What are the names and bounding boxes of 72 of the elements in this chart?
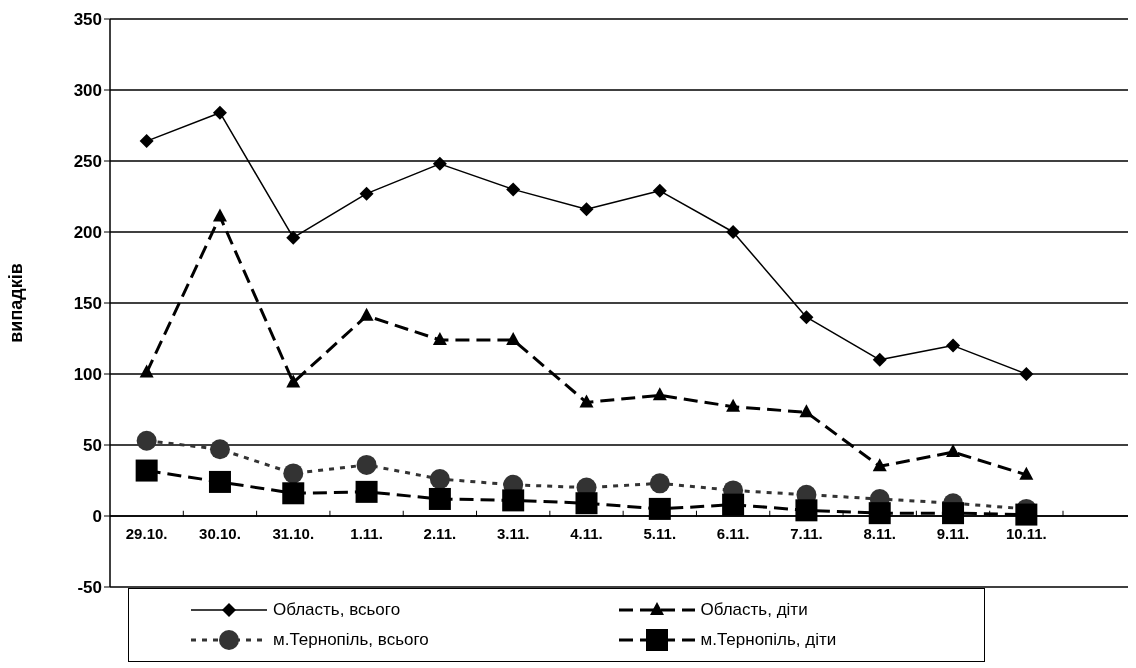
point (286, 374, 301, 388)
y-tick-label: -50 (77, 578, 102, 598)
y-tick-label: 200 (73, 223, 102, 243)
x-tick-label: 8.11. (863, 524, 896, 542)
y-tick-label: 300 (73, 81, 102, 101)
point (868, 502, 891, 525)
y-axis-title: випадків (6, 263, 27, 343)
point (872, 458, 887, 472)
point (722, 493, 745, 516)
point (432, 331, 447, 345)
legend-label: Область, діти (700, 600, 808, 620)
x-tick-label: 7.11. (790, 524, 823, 542)
y-tick-label: 350 (73, 10, 102, 30)
x-tick-label: 10.11. (1005, 524, 1047, 542)
point (209, 439, 230, 460)
point (652, 387, 667, 401)
point (212, 208, 227, 222)
point (432, 156, 447, 171)
x-tick-label: 6.11. (716, 524, 750, 542)
point (283, 463, 304, 484)
point (429, 469, 450, 490)
x-tick-label: 31.10. (272, 524, 315, 542)
point (355, 480, 378, 503)
point (506, 182, 521, 197)
point (506, 331, 521, 345)
point (139, 364, 154, 378)
point (652, 183, 667, 198)
x-tick-label: 1.11. (350, 524, 383, 542)
legend-label: м.Тернопіль, діти (700, 630, 837, 650)
point (1015, 503, 1038, 526)
x-tick-label: 29.10. (125, 524, 168, 542)
x-tick-label: 2.11. (423, 524, 457, 542)
y-tick-label: 100 (73, 365, 102, 385)
y-tick-label: 50 (83, 436, 102, 456)
legend-label: м.Тернопіль, всього (273, 630, 429, 650)
point (946, 338, 961, 353)
point (946, 444, 961, 458)
y-tick-label: 150 (73, 294, 102, 314)
point (799, 310, 814, 325)
point (799, 404, 814, 418)
point (649, 473, 670, 494)
point (136, 430, 157, 451)
y-tick-label: 0 (92, 507, 102, 527)
point (579, 202, 594, 217)
legend-label: Область, всього (273, 600, 401, 620)
point (942, 502, 965, 525)
point (282, 482, 305, 505)
point (139, 134, 154, 149)
point (575, 492, 598, 515)
point (135, 459, 158, 482)
x-tick-label: 5.11. (643, 524, 677, 542)
x-tick-label: 30.10. (199, 524, 241, 542)
point (359, 186, 374, 201)
point (208, 470, 231, 493)
point (1019, 367, 1034, 381)
point (502, 489, 525, 512)
x-tick-label: 9.11. (936, 524, 970, 542)
y-tick-label: 250 (73, 152, 102, 172)
point (648, 497, 671, 520)
x-tick-label: 3.11. (496, 524, 530, 542)
point (359, 307, 374, 321)
point (872, 352, 887, 367)
point (726, 398, 741, 412)
point (356, 454, 377, 475)
point (726, 225, 741, 239)
point (579, 394, 594, 408)
point (1019, 466, 1034, 480)
x-tick-label: 4.11. (570, 524, 603, 542)
point (286, 230, 301, 245)
point (428, 487, 451, 510)
point (212, 105, 227, 120)
point (795, 499, 818, 522)
